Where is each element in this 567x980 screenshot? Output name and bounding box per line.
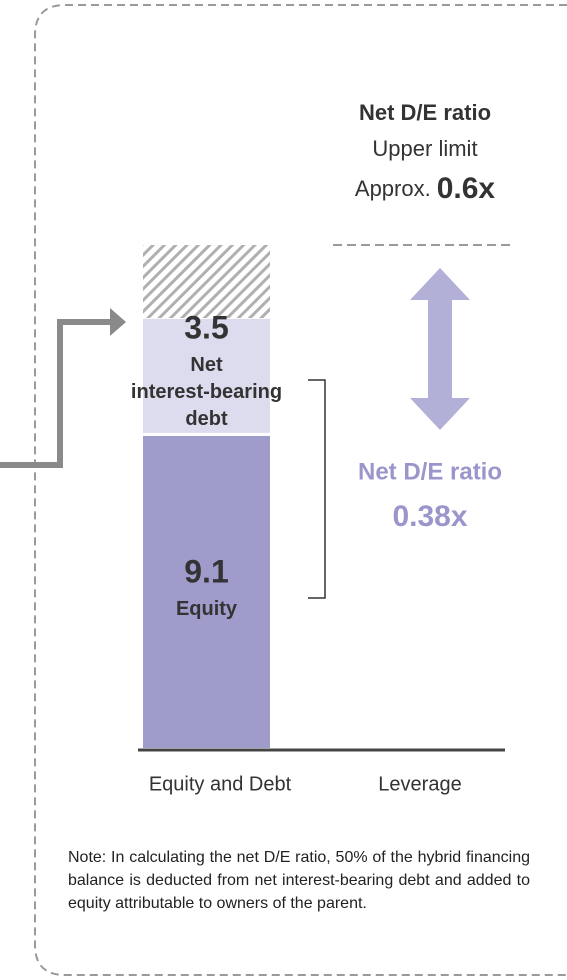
segment-label: Net <box>190 354 223 376</box>
bracket <box>308 379 326 599</box>
bar-segment <box>143 435 270 748</box>
limit-value: Approx. 0.6x <box>355 172 496 205</box>
bar-segment <box>143 318 270 436</box>
note: Note: In calculating the net D/E ratio, … <box>68 849 530 912</box>
segment-label: debt <box>185 408 228 430</box>
segment-label: Equity <box>176 598 238 620</box>
limit-subtitle: Upper limit <box>372 136 477 161</box>
hatched-headroom <box>143 245 270 318</box>
segment-gap <box>143 432 270 436</box>
limit-title: Net D/E ratio <box>359 100 491 125</box>
dashed-frame <box>34 4 567 976</box>
double-arrow <box>410 268 470 430</box>
ratio-title: Net D/E ratio <box>358 458 502 485</box>
axis-label: Leverage <box>378 773 461 795</box>
segment-label: interest-bearing <box>131 381 282 403</box>
limit-prefix: Approx. <box>355 176 431 201</box>
ratio-value: 0.38x <box>392 500 467 533</box>
limit-value-label: 0.6x <box>437 172 496 205</box>
segment-value: 3.5 <box>184 309 228 345</box>
flow-arrowhead <box>110 308 126 336</box>
segment-value: 9.1 <box>184 553 228 589</box>
flow-arrow <box>0 319 112 468</box>
axis-label: Equity and Debt <box>149 773 292 795</box>
